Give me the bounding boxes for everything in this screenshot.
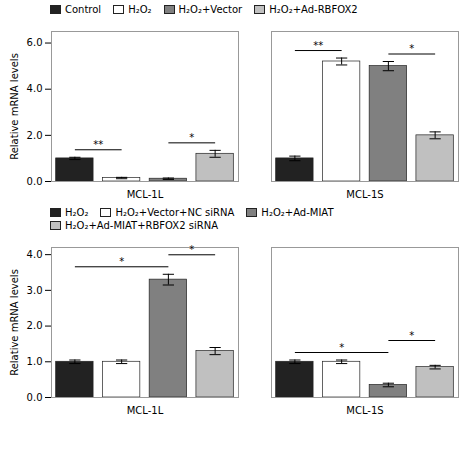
svg-text:4.0: 4.0: [27, 83, 43, 94]
html-text:H₂O₂+Ad-RBFOX2: H₂O₂+Ad-RBFOX2: [269, 4, 358, 15]
html-text:Control: Control: [65, 4, 102, 15]
svg-text:*: *: [119, 256, 124, 267]
svg-text:*: *: [189, 244, 194, 255]
svg-text:6.0: 6.0: [27, 37, 43, 48]
svg-text:MCL-1S: MCL-1S: [346, 189, 383, 200]
svg-text:MCL-1L: MCL-1L: [127, 189, 164, 200]
html-text:H₂O₂: H₂O₂: [128, 4, 152, 15]
html-text:H₂O₂+Ad-MIAT+RBFOX2 siRNA: H₂O₂+Ad-MIAT+RBFOX2 siRNA: [65, 220, 218, 231]
html-text:H₂O₂+Ad-MIAT: H₂O₂+Ad-MIAT: [261, 207, 334, 218]
svg-text:MCL-1S: MCL-1S: [346, 405, 383, 416]
svg-text:3.0: 3.0: [27, 285, 43, 296]
svg-text:**: **: [93, 139, 103, 150]
svg-text:Relative mRNA levels: Relative mRNA levels: [9, 53, 20, 160]
svg-text:**: **: [313, 40, 323, 51]
svg-text:MCL-1L: MCL-1L: [127, 405, 164, 416]
svg-text:*: *: [339, 342, 344, 353]
svg-text:1.0: 1.0: [27, 356, 43, 367]
svg-text:Relative mRNA levels: Relative mRNA levels: [9, 269, 20, 376]
svg-text:2.0: 2.0: [27, 320, 43, 331]
svg-text:*: *: [189, 132, 194, 143]
svg-text:0.0: 0.0: [27, 176, 43, 187]
html-text:H₂O₂+Vector+NC siRNA: H₂O₂+Vector+NC siRNA: [115, 207, 235, 218]
svg-text:0.0: 0.0: [27, 392, 43, 403]
svg-text:4.0: 4.0: [27, 249, 43, 260]
svg-text:2.0: 2.0: [27, 130, 43, 141]
svg-text:*: *: [409, 330, 414, 341]
svg-text:*: *: [409, 43, 414, 54]
html-text:H₂O₂+Vector: H₂O₂+Vector: [178, 4, 243, 15]
html-text:H₂O₂: H₂O₂: [65, 207, 89, 218]
